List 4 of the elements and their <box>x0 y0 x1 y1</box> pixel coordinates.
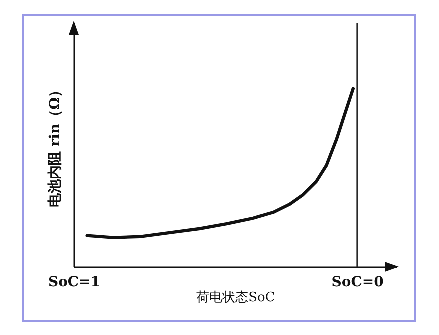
x-tick-label: SoC=0 <box>332 274 384 290</box>
x-axis-title: 荷电状态SoC <box>196 290 276 306</box>
x-tick-label: SoC=1 <box>48 274 101 290</box>
y-axis-title: 电池内阻 rin（Ω） <box>48 83 64 208</box>
